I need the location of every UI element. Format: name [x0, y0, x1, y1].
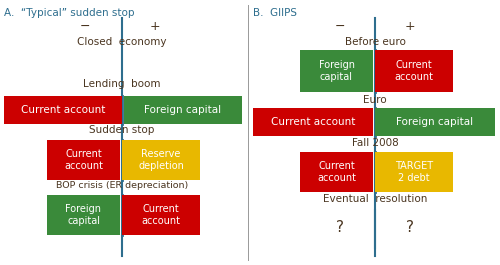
- Text: Foreign
capital: Foreign capital: [318, 60, 354, 82]
- Text: Lending  boom: Lending boom: [83, 79, 161, 89]
- Text: Current
account: Current account: [394, 60, 434, 82]
- FancyBboxPatch shape: [300, 50, 373, 92]
- FancyBboxPatch shape: [47, 195, 120, 235]
- Text: +: +: [150, 20, 160, 33]
- Text: ?: ?: [406, 220, 414, 236]
- FancyBboxPatch shape: [375, 50, 453, 92]
- Text: Current account: Current account: [271, 117, 355, 127]
- Text: Current
account: Current account: [64, 149, 103, 171]
- FancyBboxPatch shape: [253, 108, 373, 136]
- Text: A.  “Typical” sudden stop: A. “Typical” sudden stop: [4, 8, 134, 18]
- Text: Current
account: Current account: [317, 161, 356, 183]
- Text: −: −: [335, 20, 345, 33]
- FancyBboxPatch shape: [375, 108, 495, 136]
- FancyBboxPatch shape: [47, 140, 120, 180]
- Text: B.  GIIPS: B. GIIPS: [253, 8, 297, 18]
- Text: −: −: [80, 20, 90, 33]
- Text: Current account: Current account: [21, 105, 105, 115]
- Text: Foreign capital: Foreign capital: [396, 117, 473, 127]
- FancyBboxPatch shape: [300, 152, 373, 192]
- Text: Before euro: Before euro: [344, 37, 406, 47]
- Text: Current
account: Current account: [142, 204, 180, 226]
- Text: Fall 2008: Fall 2008: [352, 138, 399, 148]
- Text: BOP crisis (ER depreciation): BOP crisis (ER depreciation): [56, 182, 188, 191]
- Text: TARGET
2 debt: TARGET 2 debt: [395, 161, 433, 183]
- Text: Sudden stop: Sudden stop: [90, 125, 154, 135]
- FancyBboxPatch shape: [122, 140, 200, 180]
- Text: Foreign capital: Foreign capital: [144, 105, 222, 115]
- FancyBboxPatch shape: [122, 195, 200, 235]
- Text: Euro: Euro: [363, 95, 387, 105]
- FancyBboxPatch shape: [124, 96, 242, 124]
- Text: +: +: [404, 20, 415, 33]
- Text: Foreign
capital: Foreign capital: [66, 204, 102, 226]
- Text: Closed  economy: Closed economy: [77, 37, 167, 47]
- Text: Eventual  resolution: Eventual resolution: [323, 194, 427, 204]
- FancyBboxPatch shape: [375, 152, 453, 192]
- Text: ?: ?: [336, 220, 344, 236]
- Text: Reserve
depletion: Reserve depletion: [138, 149, 184, 171]
- FancyBboxPatch shape: [4, 96, 122, 124]
